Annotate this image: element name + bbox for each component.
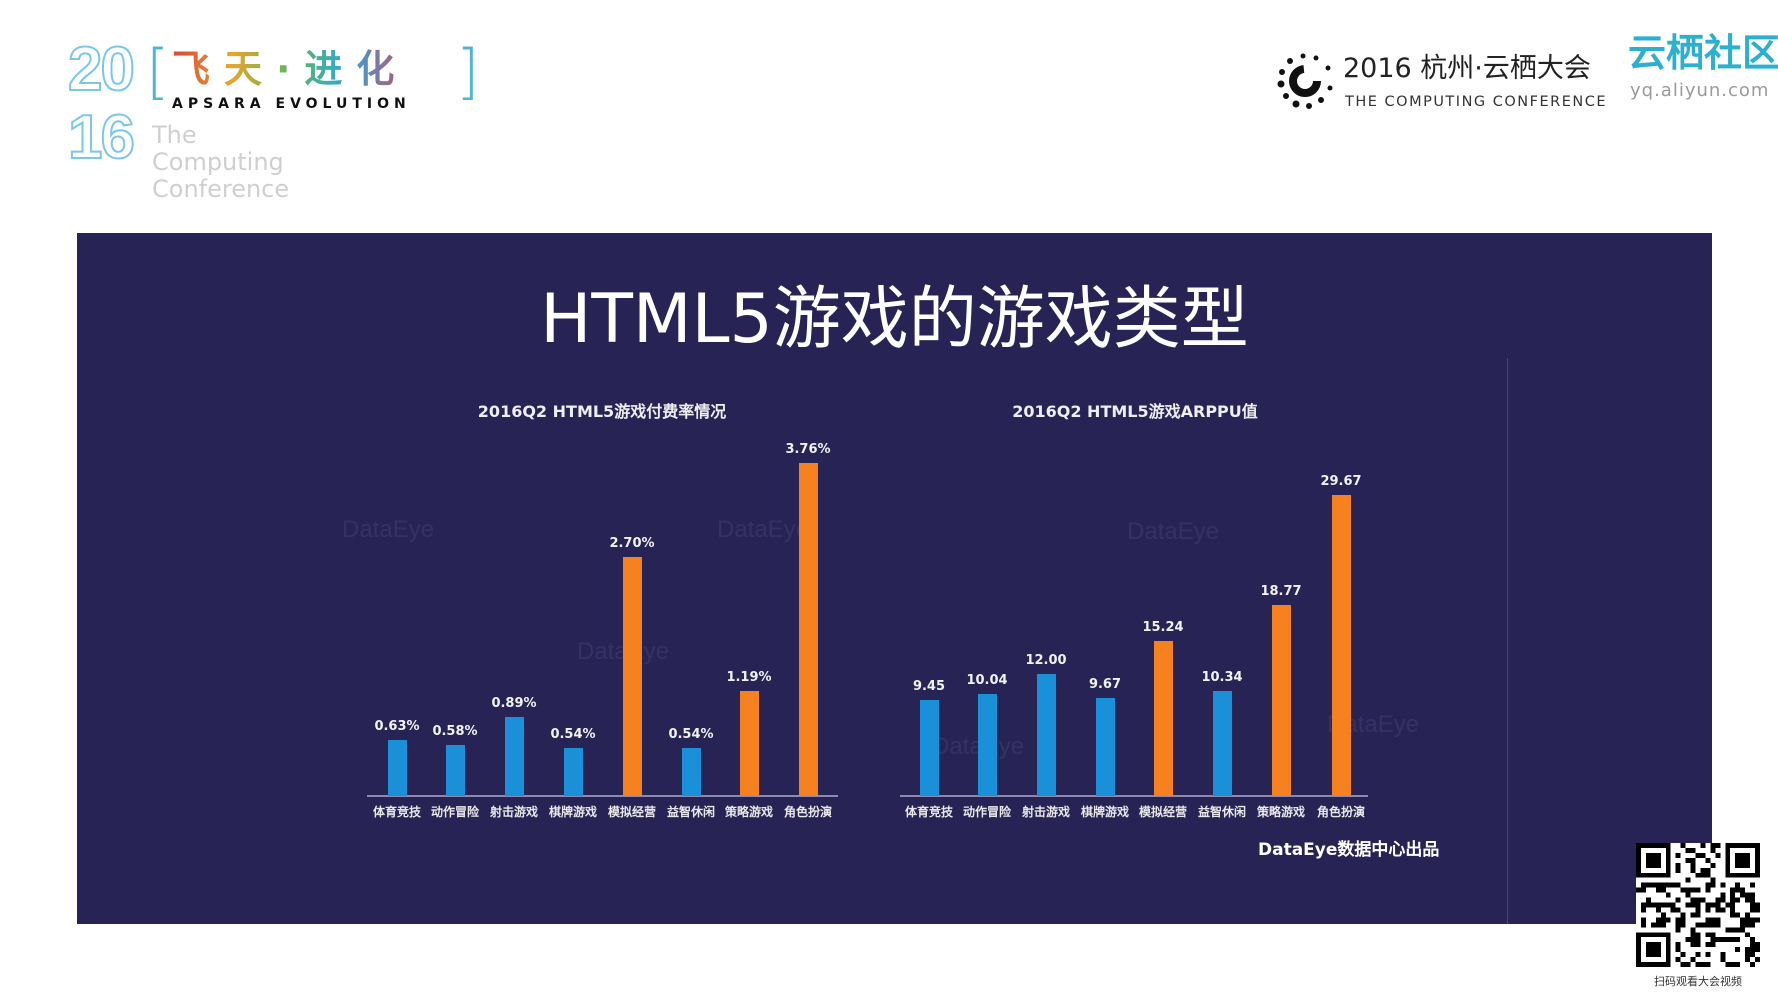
logo-year-bottom: 16 xyxy=(67,103,136,172)
bar-8 xyxy=(798,462,818,796)
bracket-right: ] xyxy=(456,37,480,107)
category-label: 模拟经营 xyxy=(1138,805,1187,819)
bar-7 xyxy=(739,690,759,796)
data-label: 3.76% xyxy=(785,441,831,457)
apsara-conference-logo: 20 16 The Computing Conference [ 飞天·进化 A… xyxy=(67,35,488,210)
tagline-line: Conference xyxy=(152,175,290,203)
bar-7 xyxy=(1271,605,1291,796)
category-label: 动作冒险 xyxy=(962,805,1011,819)
bracket-left: [ xyxy=(146,37,170,107)
computing-conference-icon xyxy=(1277,53,1333,109)
community-title: 云栖社区 xyxy=(1628,31,1778,75)
category-label: 策略游戏 xyxy=(1256,805,1305,819)
conference-subtitle: THE COMPUTING CONFERENCE xyxy=(1345,94,1608,110)
tagline-line: Computing xyxy=(152,148,284,176)
source-footer: DataEye数据中心出品 xyxy=(1258,840,1440,860)
data-label: 0.89% xyxy=(491,696,537,712)
bar-3 xyxy=(504,717,524,796)
community-url: yq.aliyun.com xyxy=(1630,80,1770,101)
conference-title: 2016 杭州·云栖大会 xyxy=(1343,53,1591,84)
qr-caption: 扫码观看大会视频 xyxy=(1654,975,1742,988)
slogan-en: APSARA EVOLUTION xyxy=(172,96,411,112)
data-label: 29.67 xyxy=(1320,473,1362,489)
data-label: 2.70% xyxy=(609,535,655,551)
bar-3 xyxy=(1036,674,1056,796)
bar-5 xyxy=(622,556,642,796)
bar-6 xyxy=(1212,691,1232,796)
data-label: 15.24 xyxy=(1142,620,1184,636)
data-label: 9.45 xyxy=(912,679,946,695)
category-label: 棋牌游戏 xyxy=(548,805,597,819)
data-label: 0.58% xyxy=(432,723,478,739)
vertical-divider xyxy=(1507,358,1508,924)
category-label: 角色扮演 xyxy=(1316,805,1365,819)
data-label: 0.54% xyxy=(668,727,714,743)
bar-6 xyxy=(681,748,701,796)
bar-1 xyxy=(919,700,939,796)
watermark: DataEye xyxy=(1127,518,1220,545)
category-label: 射击游戏 xyxy=(489,805,538,819)
data-label: 12.00 xyxy=(1025,653,1067,669)
tagline-line: The xyxy=(152,121,197,149)
category-label: 体育竞技 xyxy=(372,805,421,819)
data-label: 1.19% xyxy=(726,669,772,685)
category-label: 棋牌游戏 xyxy=(1080,805,1129,819)
category-label: 模拟经营 xyxy=(607,805,656,819)
data-label: 10.34 xyxy=(1201,670,1243,686)
bar-2 xyxy=(977,694,997,796)
bar-2 xyxy=(445,744,465,796)
category-label: 益智休闲 xyxy=(1197,805,1246,819)
chart2-x-axis xyxy=(900,795,1368,797)
category-label: 角色扮演 xyxy=(783,805,832,819)
chart1-title: 2016Q2 HTML5游戏付费率情况 xyxy=(477,402,727,421)
chart1-x-axis xyxy=(367,795,838,797)
category-label: 策略游戏 xyxy=(724,805,773,819)
bar-8 xyxy=(1331,494,1351,796)
watermark: DataEye xyxy=(342,516,435,543)
category-label: 动作冒险 xyxy=(430,805,479,819)
slide-panel: HTML5游戏的游戏类型 DataEye DataEye DataEye Dat… xyxy=(77,233,1712,924)
category-label: 体育竞技 xyxy=(904,805,953,819)
bar-4 xyxy=(1095,697,1115,796)
slogan-cn: 飞天·进化 xyxy=(172,47,409,91)
qr-code[interactable] xyxy=(1636,843,1760,967)
watermark: DataEye xyxy=(717,516,810,543)
logo-tagline: The Computing Conference xyxy=(152,122,289,203)
bar-4 xyxy=(563,748,583,796)
category-label: 射击游戏 xyxy=(1021,805,1070,819)
data-label: 0.54% xyxy=(550,727,596,743)
data-label: 0.63% xyxy=(374,719,420,735)
chart2-title: 2016Q2 HTML5游戏ARPPU值 xyxy=(1012,402,1258,421)
logo-year-top: 20 xyxy=(67,35,136,104)
slide-title: HTML5游戏的游戏类型 xyxy=(540,280,1249,359)
data-label: 18.77 xyxy=(1260,584,1302,600)
bar-5 xyxy=(1153,641,1173,796)
bar-1 xyxy=(387,740,407,796)
category-label: 益智休闲 xyxy=(666,805,715,819)
data-label: 10.04 xyxy=(966,673,1008,689)
data-label: 9.67 xyxy=(1088,676,1122,692)
